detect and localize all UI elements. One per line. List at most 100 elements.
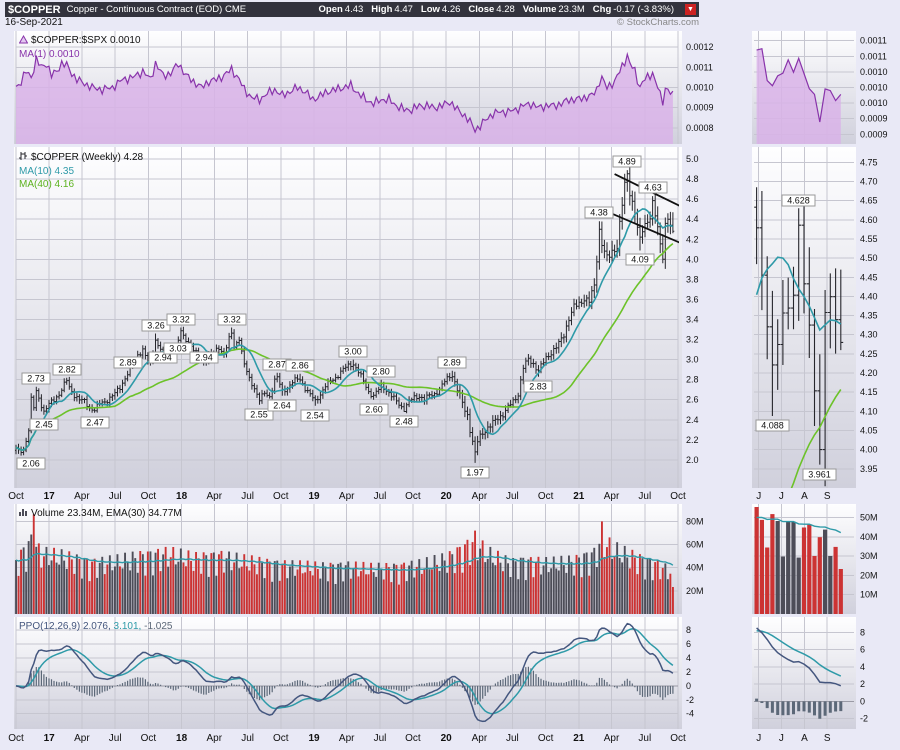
svg-text:0.0009: 0.0009 xyxy=(860,114,888,124)
svg-text:1.97: 1.97 xyxy=(466,468,484,478)
high-label: High xyxy=(371,4,393,15)
svg-text:Jul: Jul xyxy=(374,733,387,744)
svg-text:4.40: 4.40 xyxy=(860,291,878,301)
svg-text:0.0010: 0.0010 xyxy=(860,67,888,77)
svg-text:6: 6 xyxy=(860,645,865,655)
close-label: Close xyxy=(468,4,495,15)
svg-text:19: 19 xyxy=(308,491,320,502)
svg-text:Jul: Jul xyxy=(241,733,254,744)
svg-text:60M: 60M xyxy=(686,540,704,550)
svg-text:-2: -2 xyxy=(860,714,868,724)
volume-bars-icon xyxy=(19,507,28,521)
close-field: Close 4.28 xyxy=(468,4,514,15)
ratio-ma-legend: MA(1) 0.0010 xyxy=(19,49,80,60)
price-x-axis: Oct 17 Apr Jul Oct 18 Apr Jul Oct 19 Apr Jul Oct 20 Ap… xyxy=(8,491,831,502)
high-field: High 4.47 xyxy=(371,4,413,15)
svg-text:2.89: 2.89 xyxy=(443,358,461,368)
svg-text:Jul: Jul xyxy=(638,491,651,502)
area-chart-icon xyxy=(18,34,29,48)
svg-text:J: J xyxy=(756,491,761,502)
ratio-chart: 0.0012 0.0011 0.0010 0.0009 0.0008 0.0011 0.00… xyxy=(15,31,888,144)
svg-text:4.05: 4.05 xyxy=(860,426,878,436)
svg-text:30M: 30M xyxy=(860,551,878,561)
svg-text:4.09: 4.09 xyxy=(631,255,649,265)
chart-menu-dropdown[interactable]: ▼ xyxy=(685,4,696,15)
svg-text:20M: 20M xyxy=(860,570,878,580)
svg-text:18: 18 xyxy=(176,491,188,502)
svg-text:2.8: 2.8 xyxy=(686,375,699,385)
svg-text:3.03: 3.03 xyxy=(169,344,187,354)
svg-text:40M: 40M xyxy=(860,532,878,542)
svg-text:4.70: 4.70 xyxy=(860,177,878,187)
svg-text:S: S xyxy=(824,491,831,502)
svg-text:2.64: 2.64 xyxy=(273,401,291,411)
svg-text:0.0010: 0.0010 xyxy=(686,83,714,93)
svg-text:2.0: 2.0 xyxy=(686,455,699,465)
volume-field: Volume 23.3M xyxy=(523,4,585,15)
svg-text:Apr: Apr xyxy=(604,491,620,502)
change-label: Chg xyxy=(592,4,612,15)
svg-text:4.60: 4.60 xyxy=(860,215,878,225)
high-value: 4.47 xyxy=(394,4,413,15)
svg-text:2.4: 2.4 xyxy=(686,415,699,425)
svg-text:17: 17 xyxy=(44,491,56,502)
svg-text:Jul: Jul xyxy=(109,491,122,502)
svg-text:Apr: Apr xyxy=(339,491,355,502)
ma40-legend: MA(40) 4.16 xyxy=(19,179,75,190)
svg-text:4.2: 4.2 xyxy=(686,234,699,244)
svg-text:3.0: 3.0 xyxy=(686,355,699,365)
svg-text:2.45: 2.45 xyxy=(35,420,53,430)
svg-text:2.06: 2.06 xyxy=(22,459,40,469)
svg-text:2.73: 2.73 xyxy=(27,374,45,384)
svg-text:Oct: Oct xyxy=(273,491,289,502)
quote-fields: Open 4.43 High 4.47 Low 4.26 Close 4.28 Volu… xyxy=(319,4,674,15)
ratio-legend: $COPPER:$SPX 0.0010 MA(1) 0.0010 xyxy=(18,34,141,61)
svg-text:4.50: 4.50 xyxy=(860,253,878,263)
svg-text:8: 8 xyxy=(860,628,865,638)
svg-text:18: 18 xyxy=(176,733,188,744)
price-symbol: $COPPER (Weekly) xyxy=(31,152,121,163)
svg-text:4.10: 4.10 xyxy=(860,406,878,416)
svg-text:Apr: Apr xyxy=(604,733,620,744)
svg-text:20M: 20M xyxy=(686,586,704,596)
svg-text:Oct: Oct xyxy=(670,491,686,502)
open-label: Open xyxy=(318,4,343,15)
svg-text:4.8: 4.8 xyxy=(686,174,699,184)
svg-text:0.0009: 0.0009 xyxy=(860,129,888,139)
svg-text:4.6: 4.6 xyxy=(686,194,699,204)
svg-text:20: 20 xyxy=(441,491,453,502)
low-label: Low xyxy=(420,4,440,15)
svg-text:3.8: 3.8 xyxy=(686,274,699,284)
low-field: Low 4.26 xyxy=(421,4,461,15)
ratio-symbol: $COPPER:$SPX xyxy=(31,35,108,46)
subheader: 16-Sep-2021 © StockCharts.com xyxy=(5,17,699,28)
svg-text:J: J xyxy=(779,491,784,502)
svg-text:21: 21 xyxy=(573,733,585,744)
price-legend: $COPPER (Weekly) 4.28 MA(10) 4.35 MA(40)… xyxy=(19,151,143,191)
ppo-signal-value: 3.101, xyxy=(113,621,142,632)
svg-text:0: 0 xyxy=(686,681,691,691)
svg-text:4.15: 4.15 xyxy=(860,387,878,397)
svg-text:2.94: 2.94 xyxy=(195,353,213,363)
svg-text:2: 2 xyxy=(860,679,865,689)
ppo-chart: 8 6 4 2 0 -2 -4 8 6 4 2 0 -2 xyxy=(15,617,868,729)
svg-text:2.83: 2.83 xyxy=(529,382,547,392)
svg-text:J: J xyxy=(756,733,761,744)
svg-text:2.60: 2.60 xyxy=(365,405,383,415)
open-field: Open 4.43 xyxy=(319,4,364,15)
svg-text:Jul: Jul xyxy=(374,491,387,502)
svg-text:17: 17 xyxy=(44,733,56,744)
svg-text:4.00: 4.00 xyxy=(860,445,878,455)
svg-text:Apr: Apr xyxy=(472,733,488,744)
svg-text:2.2: 2.2 xyxy=(686,435,699,445)
svg-text:J: J xyxy=(779,733,784,744)
header-bar: $COPPER Copper - Continuous Contract (EO… xyxy=(5,2,699,17)
svg-text:Oct: Oct xyxy=(538,491,554,502)
svg-text:4.45: 4.45 xyxy=(860,272,878,282)
svg-text:0.0008: 0.0008 xyxy=(686,123,714,133)
svg-text:0.0012: 0.0012 xyxy=(686,42,714,52)
ppo-hist-value: -1.025 xyxy=(144,621,173,632)
svg-text:Oct: Oct xyxy=(8,733,24,744)
svg-text:0.0010: 0.0010 xyxy=(860,98,888,108)
